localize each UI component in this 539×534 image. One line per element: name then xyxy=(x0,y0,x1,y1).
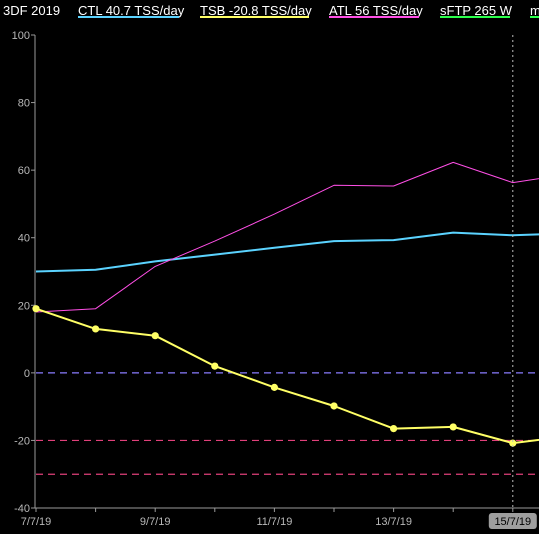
legend-tsb[interactable]: TSB -20.8 TSS/day xyxy=(200,3,312,18)
legend-sftp[interactable]: sFTP 265 W xyxy=(440,3,513,18)
tsb-line xyxy=(35,307,539,445)
tsb-point xyxy=(449,423,457,431)
legend-m-label: m xyxy=(530,3,539,18)
y-tick-label: 0 xyxy=(24,368,30,380)
series-ctl xyxy=(35,231,539,273)
legend-tsb-label: TSB -20.8 TSS/day xyxy=(200,3,312,18)
y-tick-label: 60 xyxy=(18,165,30,177)
tsb-point xyxy=(32,305,40,313)
tsb-point xyxy=(92,325,100,333)
series-tsb xyxy=(32,305,539,447)
legend-atl-swatch xyxy=(329,16,419,18)
y-tick-label: -40 xyxy=(14,503,30,515)
y-tick-label: 100 xyxy=(12,30,30,42)
x-tick-label-highlighted: 15/7/19 xyxy=(494,516,531,528)
y-tick-label: 80 xyxy=(18,98,30,110)
tsb-point xyxy=(151,332,159,340)
legend-ctl[interactable]: CTL 40.7 TSS/day xyxy=(78,3,185,18)
x-axis: 7/7/19 9/7/19 11/7/19 13/7/19 15/7/19 xyxy=(21,507,539,529)
legend-atl[interactable]: ATL 56 TSS/day xyxy=(329,3,423,18)
y-tick-label: -20 xyxy=(14,435,30,447)
tsb-point xyxy=(270,383,278,391)
legend-sftp-label: sFTP 265 W xyxy=(440,3,513,18)
legend-m-swatch xyxy=(530,16,539,18)
x-tick-label: 13/7/19 xyxy=(375,516,412,528)
tsb-point xyxy=(330,402,338,410)
legend-atl-label: ATL 56 TSS/day xyxy=(329,3,423,18)
tsb-point xyxy=(509,439,517,447)
legend-ctl-swatch xyxy=(78,16,179,18)
x-tick-label: 11/7/19 xyxy=(256,516,292,528)
legend-sftp-swatch xyxy=(440,16,510,18)
series-layer xyxy=(32,161,539,447)
x-tick-highlight xyxy=(488,513,537,529)
y-axis: -40 -20 0 20 40 60 80 100 xyxy=(12,30,36,515)
y-tick-label: 40 xyxy=(18,233,30,245)
chart-header: 3DF 2019 CTL 40.7 TSS/day TSB -20.8 TSS/… xyxy=(3,3,539,18)
legend-m[interactable]: m xyxy=(530,3,539,18)
ctl-line xyxy=(35,231,539,273)
tsb-point xyxy=(211,362,219,370)
y-tick-label: 20 xyxy=(18,300,30,312)
atl-line xyxy=(35,161,539,313)
x-tick-label: 9/7/19 xyxy=(140,516,171,528)
chart-title: 3DF 2019 xyxy=(3,3,60,18)
series-atl xyxy=(35,161,539,313)
legend-ctl-label: CTL 40.7 TSS/day xyxy=(78,3,185,18)
tsb-point xyxy=(390,425,398,433)
legend-tsb-swatch xyxy=(200,16,309,18)
x-tick-label: 7/7/19 xyxy=(21,516,52,528)
